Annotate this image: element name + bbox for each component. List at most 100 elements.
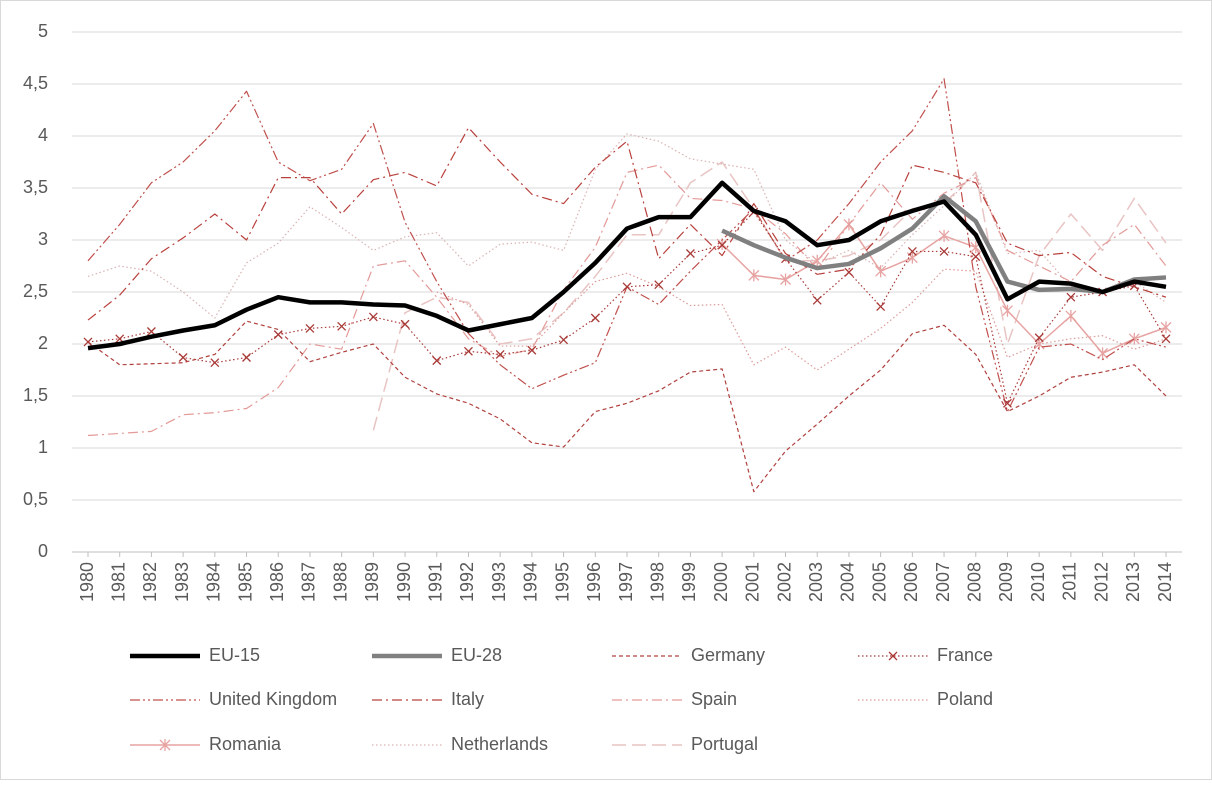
x-tick-label: 1988: [330, 562, 350, 602]
point-marker: [1003, 398, 1012, 408]
x-tick-label: 1980: [77, 562, 97, 602]
point-marker: [1065, 309, 1077, 322]
point-marker: [1066, 292, 1076, 302]
point-marker: [1034, 333, 1044, 343]
x-tick-label: 2007: [933, 562, 953, 602]
y-tick-label: 4,5: [23, 73, 48, 93]
point-marker: [1128, 332, 1140, 345]
x-tick-label: 2005: [869, 562, 889, 602]
x-tick-label: 2004: [838, 562, 858, 602]
x-tick-label: 1989: [362, 562, 382, 602]
x-tick-label: 2003: [806, 562, 826, 602]
x-tick-label: 1990: [394, 562, 414, 602]
legend-label: United Kingdom: [209, 689, 337, 709]
y-tick-label: 3: [38, 229, 48, 249]
point-marker: [685, 249, 695, 258]
x-tick-label: 2011: [1060, 562, 1080, 601]
point-marker: [432, 356, 442, 366]
point-marker: [1002, 304, 1013, 317]
point-marker: [178, 353, 188, 362]
point-marker: [368, 312, 378, 322]
x-tick-label: 2006: [901, 562, 921, 602]
point-marker: [622, 282, 632, 292]
point-marker: [559, 335, 569, 345]
y-tick-label: 2: [38, 333, 48, 353]
point-marker: [1160, 321, 1172, 334]
x-tick-label: 1994: [521, 562, 541, 602]
y-tick-label: 4: [38, 125, 48, 145]
legend-label: Italy: [451, 689, 484, 709]
point-marker: [400, 319, 410, 329]
point-marker: [717, 240, 727, 250]
x-tick-label: 2001: [743, 562, 763, 602]
point-marker: [875, 265, 887, 278]
point-marker: [939, 246, 949, 256]
point-marker: [876, 302, 886, 312]
y-tick-label: 0,5: [23, 489, 48, 509]
x-tick-label: 2012: [1091, 562, 1111, 602]
x-tick-label: 2009: [996, 562, 1016, 602]
series-line: [87, 180, 1167, 351]
legend-label: Germany: [691, 645, 765, 665]
x-tick-label: 1995: [552, 562, 572, 602]
series-line: [87, 127, 1167, 321]
point-marker: [748, 269, 760, 282]
series-line: [87, 320, 1167, 493]
x-tick-label: 1985: [235, 562, 255, 602]
series-line: [87, 133, 1167, 319]
point-marker: [971, 252, 981, 262]
x-tick-label: 2008: [965, 562, 985, 602]
point-marker: [1097, 347, 1109, 360]
point-marker: [907, 246, 917, 256]
x-tick-label: 2002: [774, 562, 794, 602]
legend-label: France: [937, 645, 993, 665]
y-tick-label: 0: [38, 541, 48, 561]
point-marker: [464, 346, 473, 356]
legend-label: Poland: [937, 689, 993, 709]
point-marker: [780, 273, 791, 286]
point-marker: [938, 229, 950, 242]
x-tick-label: 2010: [1028, 562, 1048, 602]
x-tick-label: 1987: [299, 562, 319, 602]
x-tick-label: 1993: [489, 562, 509, 602]
legend-label: Romania: [209, 734, 282, 754]
point-marker: [337, 321, 347, 331]
series-line: [436, 268, 1167, 371]
x-tick-label: 1986: [267, 562, 287, 602]
point-marker: [495, 349, 505, 359]
x-tick-label: 1997: [616, 562, 636, 602]
x-tick-label: 1991: [426, 562, 446, 602]
legend-marker: [159, 739, 171, 751]
y-tick-label: 3,5: [23, 177, 48, 197]
point-marker: [654, 280, 664, 290]
x-tick-label: 1999: [679, 562, 699, 602]
y-tick-label: 5: [38, 21, 48, 41]
x-tick-label: 2000: [711, 562, 731, 602]
x-tick-label: 1982: [140, 562, 160, 602]
y-tick-label: 1,5: [23, 385, 48, 405]
x-tick-label: 1992: [457, 562, 477, 602]
x-tick-label: 1981: [108, 562, 128, 602]
point-marker: [590, 313, 600, 323]
point-marker: [305, 323, 315, 333]
legend-label: Netherlands: [451, 734, 548, 754]
point-marker: [210, 358, 220, 368]
point-marker: [527, 345, 537, 355]
point-marker: [1161, 334, 1171, 344]
y-tick-label: 1: [38, 437, 48, 457]
x-tick-label: 1983: [172, 562, 192, 602]
x-tick-label: 1998: [647, 562, 667, 602]
legend-label: Spain: [691, 689, 737, 709]
legend-marker: [888, 651, 898, 661]
x-tick-label: 1996: [584, 562, 604, 602]
legend-label: EU-15: [209, 645, 260, 665]
x-tick-label: 2013: [1123, 562, 1143, 602]
x-tick-label: 1984: [204, 562, 224, 602]
point-marker: [811, 254, 823, 267]
legend-label: EU-28: [451, 645, 502, 665]
y-tick-label: 2,5: [23, 281, 48, 301]
point-marker: [844, 267, 854, 277]
